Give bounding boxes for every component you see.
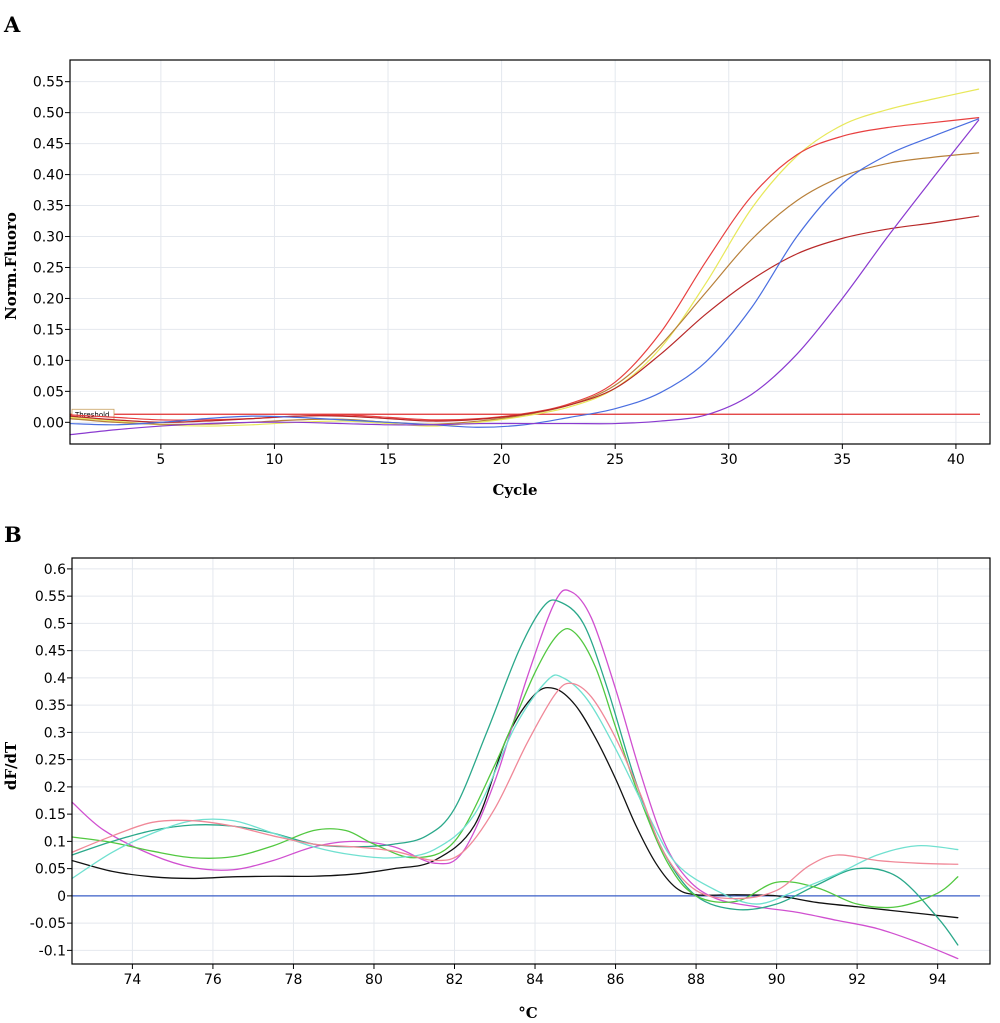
x-tick-label: 20 <box>493 452 511 468</box>
x-tick-label: 74 <box>123 972 141 988</box>
panel-b-y-ticks: -0.1 -0.05 0 0.05 0.1 0.15 0.2 0.25 0.3 0.35 0.4 0.… <box>30 562 72 959</box>
series-line-2 <box>71 589 959 960</box>
y-tick-label: 0.05 <box>35 862 66 878</box>
series-line-5 <box>71 674 959 905</box>
x-tick-label: 90 <box>768 972 786 988</box>
panel-a-series <box>69 88 980 436</box>
x-tick-label: 40 <box>947 452 965 468</box>
panel-b-x-ticks: 74 76 78 80 82 84 86 88 90 92 94 <box>123 964 947 988</box>
x-tick-label: 10 <box>266 452 284 468</box>
panel-a-chart: A Threshold 5 10 15 20 25 30 35 40 0.00 0.05 0.10… <box>2 12 991 499</box>
x-tick-label: 92 <box>848 972 866 988</box>
panel-b-frame <box>71 557 991 965</box>
y-tick-label: 0.15 <box>33 322 64 338</box>
x-tick-label: 86 <box>607 972 625 988</box>
panel-b-chart: B 74 76 78 80 82 84 86 88 90 92 94 -0.1 -0.05 0 0.05 0… <box>2 522 991 1022</box>
panel-b-x-axis-title: °C <box>518 1004 538 1022</box>
x-tick-label: 76 <box>204 972 222 988</box>
x-tick-label: 80 <box>365 972 383 988</box>
panel-a-y-axis-title: Norm.Fluoro <box>2 212 20 320</box>
x-tick-label: 35 <box>833 452 851 468</box>
x-tick-label: 84 <box>526 972 544 988</box>
y-tick-label: -0.1 <box>39 943 66 959</box>
y-tick-label: 0.25 <box>33 260 64 276</box>
y-tick-label: 0.2 <box>44 780 66 796</box>
series-line-3 <box>71 599 959 946</box>
y-tick-label: 0.50 <box>33 106 64 122</box>
panel-b-y-axis-title: dF/dT <box>2 741 20 790</box>
y-tick-label: 0.40 <box>33 168 64 184</box>
panel-a-x-axis-title: Cycle <box>492 481 537 499</box>
panel-b-series <box>71 589 959 960</box>
series-line-3 <box>69 152 980 426</box>
y-tick-label: 0.35 <box>33 199 64 215</box>
y-tick-label: 0.35 <box>35 698 66 714</box>
y-tick-label: 0.55 <box>35 589 66 605</box>
panel-a-frame <box>69 59 991 445</box>
x-tick-label: 88 <box>687 972 705 988</box>
x-tick-label: 15 <box>379 452 397 468</box>
panel-a-x-ticks: 5 10 15 20 25 30 35 40 <box>156 444 965 468</box>
y-tick-label: 0.45 <box>33 137 64 153</box>
series-line-2 <box>69 117 980 421</box>
series-line-1 <box>69 88 980 427</box>
series-line-1 <box>71 686 959 919</box>
series-line-6 <box>71 682 959 900</box>
series-line-6 <box>69 119 980 436</box>
y-tick-label: 0.4 <box>44 671 66 687</box>
y-tick-label: 0.10 <box>33 353 64 369</box>
panel-b-grid <box>72 558 990 964</box>
y-tick-label: 0.00 <box>33 415 64 431</box>
panel-a-label: A <box>3 12 21 37</box>
series-line-4 <box>69 215 980 423</box>
x-tick-label: 94 <box>929 972 947 988</box>
y-tick-label: 0.55 <box>33 75 64 91</box>
x-tick-label: 82 <box>446 972 464 988</box>
y-tick-label: 0.3 <box>44 725 66 741</box>
y-tick-label: 0.30 <box>33 230 64 246</box>
y-tick-label: 0.45 <box>35 644 66 660</box>
x-tick-label: 30 <box>720 452 738 468</box>
y-tick-label: 0.15 <box>35 807 66 823</box>
y-tick-label: 0.25 <box>35 753 66 769</box>
panel-a-grid <box>70 60 990 444</box>
y-tick-label: 0.1 <box>44 834 66 850</box>
x-tick-label: 25 <box>606 452 624 468</box>
threshold-label: Threshold <box>74 411 110 419</box>
series-line-4 <box>71 627 959 909</box>
y-tick-label: 0 <box>57 889 66 905</box>
y-tick-label: 0.05 <box>33 384 64 400</box>
y-tick-label: 0.6 <box>44 562 66 578</box>
panel-a-y-ticks: 0.00 0.05 0.10 0.15 0.20 0.25 0.30 0.35 0.40 0.45… <box>33 75 70 431</box>
x-tick-label: 78 <box>285 972 303 988</box>
x-tick-label: 5 <box>156 452 165 468</box>
y-tick-label: 0.20 <box>33 291 64 307</box>
y-tick-label: 0.5 <box>44 616 66 632</box>
panel-b-label: B <box>4 522 22 547</box>
y-tick-label: -0.05 <box>30 916 66 932</box>
